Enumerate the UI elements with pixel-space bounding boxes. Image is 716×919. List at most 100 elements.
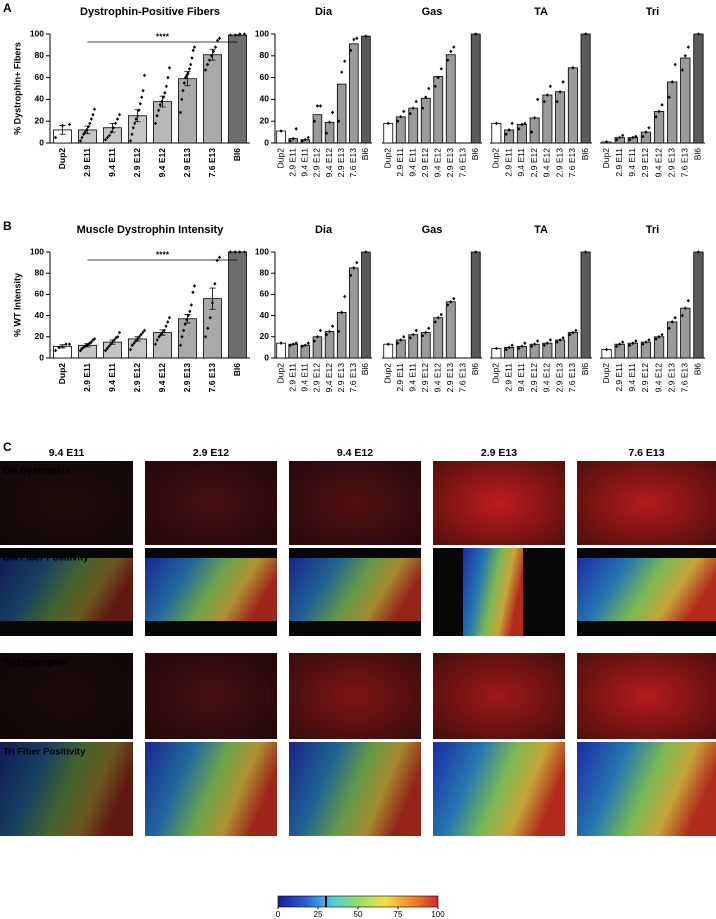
- data-point: [411, 106, 415, 110]
- data-point: [279, 341, 283, 345]
- y-tick-label: 80: [35, 267, 45, 277]
- data-point: [182, 81, 186, 85]
- bar: [470, 33, 481, 144]
- bar: [178, 78, 197, 144]
- data-point: [134, 117, 138, 121]
- micrograph-heatmap: [145, 558, 277, 621]
- data-point: [449, 300, 453, 304]
- data-point: [78, 348, 83, 353]
- data-point: [474, 250, 478, 254]
- x-tick-label: 7.6 E13: [207, 363, 217, 393]
- y-tick-label: 60: [35, 72, 45, 82]
- data-point: [474, 32, 478, 36]
- data-point: [680, 313, 684, 318]
- data-point: [533, 116, 537, 120]
- x-tick-label: 7.6 E13: [207, 148, 217, 178]
- y-tick-label: 40: [35, 94, 45, 104]
- data-point: [504, 347, 508, 352]
- data-point: [615, 344, 619, 349]
- data-point: [631, 135, 635, 140]
- data-point: [628, 343, 632, 348]
- data-point: [439, 312, 443, 317]
- x-tick-label: 2.9 E11: [614, 363, 624, 392]
- x-tick-label: 9.4 E12: [653, 148, 663, 178]
- data-point: [203, 335, 208, 339]
- x-tick-label: 2.9 E12: [420, 148, 430, 178]
- data-point: [88, 341, 92, 345]
- data-point: [210, 301, 215, 305]
- data-point: [449, 49, 453, 54]
- data-point: [164, 84, 168, 89]
- data-point: [523, 341, 527, 345]
- data-point: [427, 326, 431, 331]
- data-point: [161, 95, 165, 100]
- data-point: [545, 93, 549, 97]
- data-point: [349, 273, 353, 278]
- data-point: [192, 45, 197, 49]
- data-point: [337, 329, 341, 334]
- data-point: [542, 99, 546, 104]
- data-point: [584, 250, 588, 254]
- data-point: [190, 56, 194, 60]
- data-point: [315, 104, 320, 108]
- bar: [693, 251, 704, 359]
- bar: [228, 251, 247, 359]
- data-point: [507, 128, 511, 132]
- y-tick-label: 80: [260, 267, 270, 277]
- data-point: [446, 303, 450, 307]
- data-point: [548, 84, 552, 89]
- y-tick-label: 40: [260, 310, 270, 320]
- x-tick-label: 0: [276, 910, 281, 919]
- data-point: [114, 336, 118, 340]
- data-point: [166, 320, 170, 324]
- x-tick-label: Bl6: [580, 363, 590, 376]
- data-point: [155, 338, 159, 342]
- data-point: [315, 335, 320, 339]
- data-point: [571, 65, 575, 70]
- data-point: [660, 103, 664, 107]
- y-tick-label: 0: [264, 352, 269, 362]
- x-tick-label: Bl6: [580, 148, 590, 161]
- data-point: [530, 344, 534, 349]
- data-point: [303, 343, 307, 348]
- bar: [276, 342, 286, 359]
- bar: [693, 33, 704, 144]
- x-tick-label: 2.9 E13: [445, 363, 455, 393]
- data-point: [324, 131, 329, 135]
- data-point: [135, 337, 140, 341]
- panel-label: C: [3, 440, 12, 454]
- data-point: [604, 347, 609, 352]
- data-point: [408, 336, 412, 340]
- data-point: [191, 290, 195, 295]
- x-tick-label: 2.9 E13: [554, 363, 564, 393]
- x-tick-label: Dup2: [491, 363, 501, 384]
- data-point: [364, 250, 368, 254]
- data-point: [207, 58, 212, 62]
- row-label: Dia Fiber Positivity: [3, 553, 89, 564]
- data-point: [183, 75, 188, 80]
- data-point: [60, 123, 65, 128]
- x-tick-label: 9.4 E11: [300, 148, 310, 177]
- data-point: [318, 328, 323, 333]
- x-tick-label: 9.4 E12: [653, 363, 663, 393]
- x-tick-label: 2.9 E13: [336, 363, 346, 393]
- data-point: [141, 88, 145, 93]
- data-point: [135, 113, 140, 118]
- micrograph-stain: [0, 653, 133, 739]
- x-tick-label: 2.9 E11: [287, 148, 297, 177]
- y-tick-label: 20: [260, 331, 270, 341]
- x-tick-label: 2.9 E12: [420, 363, 430, 393]
- data-point: [667, 326, 671, 331]
- chart-title: Gas: [422, 6, 443, 18]
- panel-label: B: [3, 219, 12, 233]
- data-point: [242, 250, 247, 254]
- x-tick-label: 2.9 E13: [445, 148, 455, 178]
- bar: [336, 83, 347, 144]
- data-point: [53, 348, 58, 353]
- data-point: [641, 342, 645, 347]
- bar: [567, 332, 578, 359]
- chart-title: Dia: [315, 6, 333, 18]
- x-tick-label: Dup2: [601, 363, 611, 384]
- x-tick-label: 2.9 E13: [666, 363, 676, 393]
